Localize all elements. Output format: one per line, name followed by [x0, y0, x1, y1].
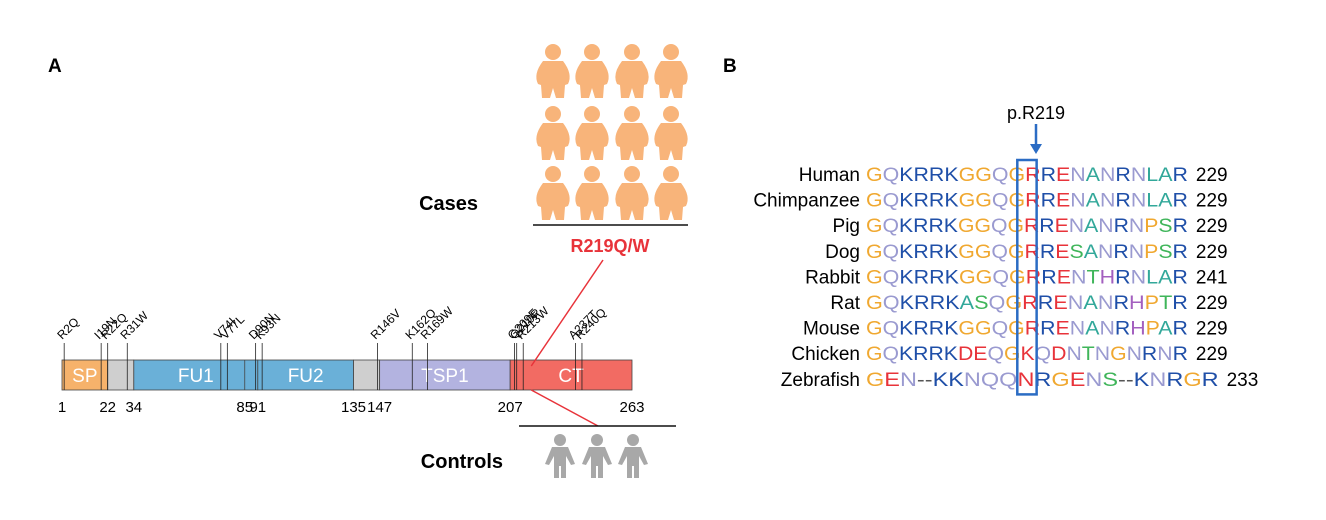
control-person-icon — [545, 434, 575, 478]
panel-label-b: B — [723, 56, 737, 77]
domain-linker — [107, 359, 135, 391]
position-label: 147 — [367, 399, 392, 416]
sequence-end-position: 229 — [1196, 344, 1228, 365]
case-person-icon — [575, 166, 609, 220]
species-label: Human — [799, 165, 860, 186]
domain-label: FU1 — [178, 366, 214, 387]
species-label: Dog — [825, 242, 860, 263]
case-person-icon — [536, 44, 570, 98]
domain-tsp1 — [379, 359, 511, 391]
sequence-row: G E N --K K N Q Q N R G E N S --K N R G R — [866, 370, 1219, 391]
sequence-end-position: 229 — [1196, 319, 1228, 340]
case-connector-line — [530, 259, 604, 367]
sequence-end-position: 229 — [1196, 191, 1228, 212]
case-person-icon — [654, 44, 688, 98]
mutation-label: R2Q — [54, 315, 81, 342]
case-person-icon — [615, 44, 649, 98]
species-label: Pig — [833, 216, 860, 237]
sequence-row: GQKRRKGGQGRRENANRHPAR — [866, 319, 1188, 340]
sequence-row: GQKRRKGGQGRRESANRNPSR — [866, 242, 1188, 263]
domain-label: CT — [558, 366, 584, 387]
sequence-row: GQKRRKGGQGRRENANRNPSR — [866, 216, 1188, 237]
protein-domain-map: SP FU1 FU2 TSP1 CT — [61, 259, 633, 427]
control-person-icon — [582, 434, 612, 478]
sequence-end-position: 241 — [1196, 267, 1228, 288]
domain-ct — [509, 359, 633, 391]
case-variant-label: R219Q/W — [570, 236, 649, 256]
position-label: 34 — [125, 399, 142, 416]
mutation-label: R146V — [368, 306, 404, 342]
sequence-end-position: 229 — [1196, 165, 1228, 186]
domain-label: SP — [72, 366, 97, 387]
position-label: 135 — [341, 399, 366, 416]
annotation-label: p.R219 — [1007, 103, 1065, 123]
sequence-end-position: 233 — [1227, 370, 1259, 391]
sequence-alignment: Human GQKRRKGGQGRRENANRNLAR 229 Chimpanzee G… — [753, 158, 1259, 396]
position-label: 85 — [236, 399, 253, 416]
sequence-row: G Q KRRKASQ G RRENANRHPTR — [866, 293, 1188, 314]
position-label: 263 — [619, 399, 644, 416]
position-label: 91 — [249, 399, 266, 416]
case-person-icon — [575, 106, 609, 160]
position-label: 1 — [58, 399, 66, 416]
position-label: 207 — [498, 399, 523, 416]
sequence-end-position: 229 — [1196, 293, 1228, 314]
mutation-label: K93N — [252, 311, 283, 342]
species-label: Zebrafish — [781, 370, 860, 391]
species-label: Rabbit — [805, 267, 861, 288]
position-label: 22 — [99, 399, 116, 416]
case-person-icon — [536, 166, 570, 220]
sequence-row: GQKRRKGGQGRRENANRNLAR — [866, 191, 1188, 212]
domain-linker — [353, 359, 381, 391]
cases-label: Cases — [419, 193, 478, 215]
species-label: Chicken — [791, 344, 860, 365]
sequence-end-position: 229 — [1196, 216, 1228, 237]
domain-label: TSP1 — [421, 366, 469, 387]
mutation-label: V77L — [218, 312, 248, 342]
controls-figures — [545, 434, 648, 478]
sequence-row: GQKRRKDEQGKQDNTNGNRNR — [866, 344, 1188, 365]
domain-label: FU2 — [288, 366, 324, 387]
annotation-arrow-head — [1030, 144, 1042, 154]
species-label: Mouse — [803, 319, 860, 340]
sequence-row: GQKRRKGGQGRRENANRNLAR — [866, 165, 1188, 186]
species-label: Rat — [830, 293, 860, 314]
species-label: Chimpanzee — [753, 191, 860, 212]
domain-fu2 — [257, 359, 354, 391]
domain-fu1 — [133, 359, 259, 391]
cases-figures — [536, 44, 688, 220]
controls-label: Controls — [421, 451, 503, 473]
case-person-icon — [615, 106, 649, 160]
case-person-icon — [575, 44, 609, 98]
highlight-column-box — [1016, 158, 1038, 396]
case-person-icon — [654, 106, 688, 160]
case-person-icon — [536, 106, 570, 160]
sequence-row: G Q KRRKG G Q G RRENTHRNLAR — [866, 267, 1188, 288]
control-connector-line — [530, 389, 599, 427]
sequence-end-position: 229 — [1196, 242, 1228, 263]
control-person-icon — [618, 434, 648, 478]
case-person-icon — [615, 166, 649, 220]
case-person-icon — [654, 166, 688, 220]
panel-label-a: A — [48, 56, 62, 77]
